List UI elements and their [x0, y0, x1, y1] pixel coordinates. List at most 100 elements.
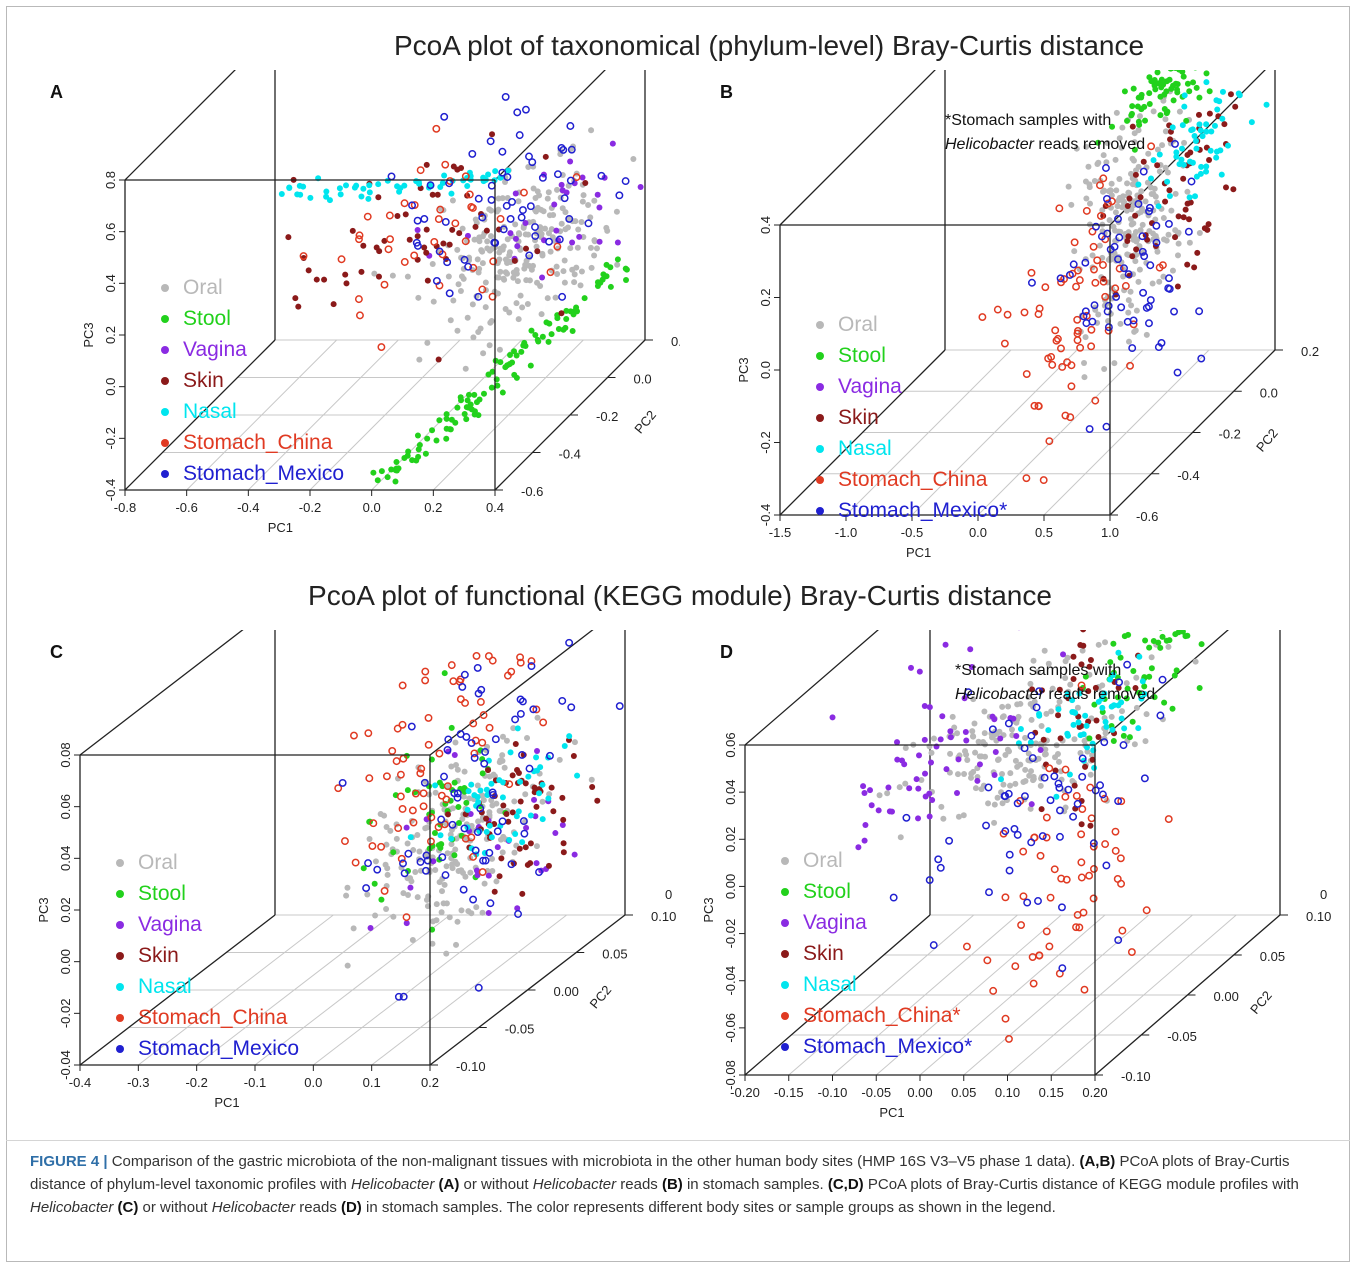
data-point — [519, 817, 528, 826]
data-point — [1133, 704, 1140, 711]
data-point — [440, 240, 447, 247]
data-point — [584, 219, 593, 228]
data-point — [589, 783, 596, 790]
data-point — [458, 397, 465, 404]
data-point — [1002, 752, 1009, 759]
data-point — [1110, 738, 1117, 745]
data-point — [407, 722, 416, 731]
data-point — [453, 941, 460, 948]
data-point — [1174, 89, 1181, 96]
data-point — [540, 208, 547, 215]
data-point — [433, 901, 440, 908]
data-point — [945, 836, 954, 845]
data-point — [474, 983, 483, 992]
data-point — [404, 787, 411, 794]
x-tick-label: 0.0 — [304, 1075, 322, 1090]
data-point — [1091, 177, 1098, 184]
data-point — [1008, 726, 1015, 733]
data-point — [1022, 474, 1031, 483]
data-point — [1119, 741, 1128, 750]
data-point — [569, 218, 576, 225]
data-point — [1106, 217, 1113, 224]
data-point — [1125, 229, 1132, 236]
data-point — [1052, 767, 1059, 774]
data-point — [1052, 336, 1061, 345]
data-point — [545, 795, 552, 802]
data-point — [1069, 709, 1076, 716]
legend-label: Nasal — [803, 973, 857, 996]
data-point — [1117, 879, 1126, 888]
data-point — [523, 245, 530, 252]
data-point — [533, 243, 540, 250]
data-point — [480, 174, 487, 181]
z-tick-label: 0.4 — [758, 216, 773, 234]
data-point — [560, 840, 567, 847]
data-point — [1100, 794, 1109, 803]
data-point — [1211, 122, 1218, 129]
data-point — [1155, 639, 1162, 646]
data-point — [459, 816, 466, 823]
data-point — [1017, 921, 1026, 929]
y-tick-label: -0.6 — [521, 484, 543, 499]
data-point — [1080, 731, 1087, 738]
data-point — [1020, 308, 1029, 317]
data-point — [358, 268, 365, 275]
data-point — [337, 191, 344, 198]
data-point — [1184, 227, 1193, 236]
data-point — [1127, 948, 1136, 957]
data-point — [407, 834, 414, 841]
data-point — [1034, 310, 1043, 319]
data-point — [1186, 239, 1193, 246]
data-point — [399, 859, 407, 868]
data-point — [558, 310, 565, 317]
data-point — [387, 172, 396, 181]
data-point — [934, 855, 943, 864]
data-point — [390, 849, 397, 856]
floor-grid-line — [919, 914, 1106, 1076]
floor-grid-line — [911, 349, 1078, 516]
data-point — [403, 824, 410, 831]
data-point — [615, 702, 624, 710]
data-point — [1091, 278, 1100, 287]
legend-marker — [116, 890, 124, 898]
data-point — [1219, 115, 1226, 122]
data-point — [1114, 203, 1121, 210]
data-point — [385, 211, 394, 220]
x-tick-label: 0.2 — [421, 1075, 439, 1090]
data-point — [1203, 121, 1210, 128]
data-point — [1140, 774, 1149, 783]
data-point — [1058, 903, 1066, 912]
data-point — [1026, 772, 1033, 779]
data-point — [630, 156, 637, 163]
x-axis-label: PC1 — [268, 520, 293, 535]
data-point — [360, 242, 367, 249]
data-point — [1138, 106, 1145, 113]
data-point — [553, 227, 560, 234]
caption-text: PCoA plots of Bray-Curtis distance of ph… — [30, 1153, 1290, 1193]
data-point — [1078, 821, 1085, 828]
data-point — [393, 467, 400, 474]
data-point — [1133, 307, 1140, 314]
y-axis-label: PC2 — [1253, 426, 1281, 455]
data-point — [1194, 249, 1201, 256]
data-point — [437, 832, 444, 839]
data-point — [527, 840, 534, 847]
data-point — [394, 992, 403, 1001]
data-point — [1142, 637, 1149, 644]
data-point — [574, 772, 581, 779]
data-point — [381, 812, 388, 819]
data-point — [410, 251, 419, 260]
data-point — [518, 348, 525, 355]
data-point — [1005, 850, 1014, 859]
data-point — [518, 751, 526, 759]
legend-label: Nasal — [183, 400, 237, 423]
x-tick-label: 0.20 — [1082, 1085, 1107, 1100]
data-point — [916, 752, 923, 759]
data-point — [1065, 271, 1074, 279]
data-point — [982, 821, 990, 830]
z-tick-label: 0.2 — [103, 326, 118, 344]
data-point — [1062, 658, 1069, 665]
data-point — [1148, 654, 1155, 661]
data-point — [1102, 861, 1111, 870]
data-point — [364, 891, 371, 898]
